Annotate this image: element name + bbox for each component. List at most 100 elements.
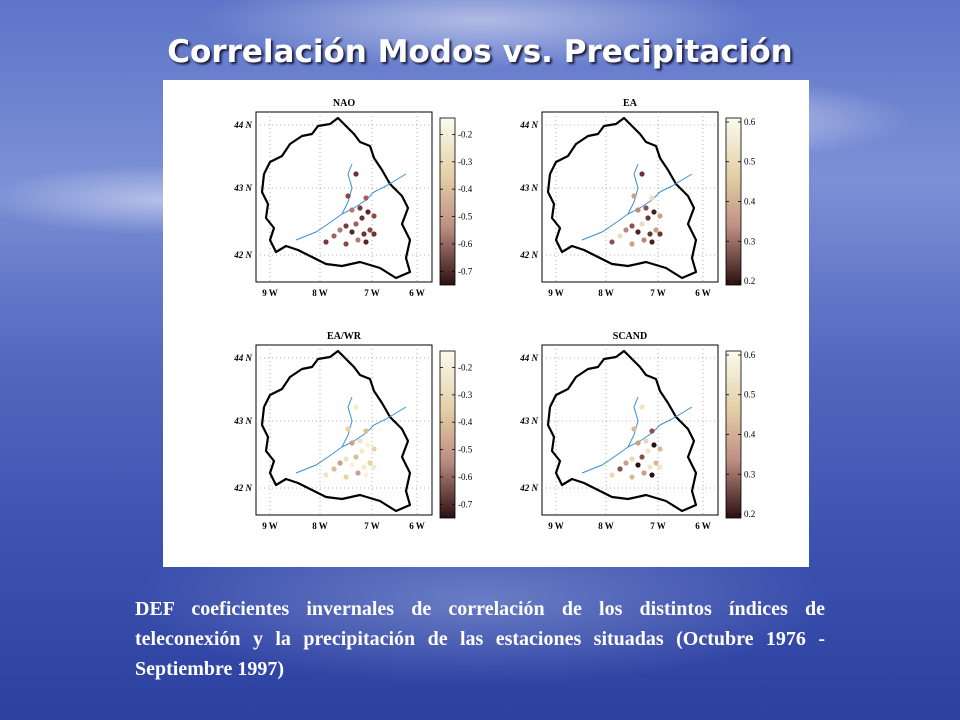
station <box>365 442 371 448</box>
colorbar-tick-label: -0.4 <box>458 184 473 194</box>
station <box>657 231 663 237</box>
station <box>355 470 361 476</box>
colorbar-tick-label: 0.2 <box>744 276 755 286</box>
station <box>639 404 645 410</box>
station <box>359 448 365 454</box>
station <box>617 466 623 472</box>
river <box>341 396 353 448</box>
colorbar-tick-label: 0.5 <box>744 157 756 167</box>
station <box>357 205 363 211</box>
station <box>609 239 615 245</box>
panel-title: SCAND <box>613 331 647 342</box>
river <box>373 173 407 193</box>
station <box>367 460 373 466</box>
station <box>635 462 641 468</box>
station <box>641 470 647 476</box>
station <box>657 213 663 219</box>
station <box>371 231 377 237</box>
panel-title: NAO <box>333 98 355 109</box>
colorbar-tick-label: 0.3 <box>744 236 756 246</box>
station <box>649 239 655 245</box>
station <box>649 195 655 201</box>
colorbar-tick-label: -0.6 <box>458 472 473 482</box>
colorbar-tick-label: -0.3 <box>458 390 473 400</box>
colorbar-tick-label: -0.3 <box>458 157 473 167</box>
station <box>323 239 329 245</box>
station <box>349 207 355 213</box>
lat-label: 43 N <box>233 416 252 426</box>
station <box>361 464 367 470</box>
station <box>353 221 359 227</box>
panel-title: EA <box>623 98 638 109</box>
station <box>649 472 655 478</box>
lon-label: 6 W <box>409 521 425 531</box>
station <box>365 209 371 215</box>
lon-label: 8 W <box>598 288 614 298</box>
station <box>371 213 377 219</box>
river <box>627 396 639 448</box>
station <box>649 428 655 434</box>
station <box>623 460 629 466</box>
station <box>361 231 367 237</box>
station <box>645 448 651 454</box>
colorbar-tick-label: -0.5 <box>458 212 473 222</box>
station <box>353 171 359 177</box>
panel-title: EA/WR <box>327 331 362 342</box>
lat-label: 44 N <box>233 353 252 363</box>
station <box>645 215 651 221</box>
station <box>641 237 647 243</box>
station <box>343 223 349 229</box>
lon-label: 7 W <box>650 521 666 531</box>
station <box>353 404 359 410</box>
river <box>627 163 639 215</box>
coastline <box>546 349 698 513</box>
station <box>343 456 349 462</box>
colorbar-tick-label: -0.2 <box>458 129 472 139</box>
colorbar-tick-label: -0.4 <box>458 417 473 427</box>
river <box>659 406 693 426</box>
station <box>337 460 343 466</box>
station <box>617 233 623 239</box>
station <box>639 454 645 460</box>
lat-label: 43 N <box>519 416 538 426</box>
lon-label: 6 W <box>695 288 711 298</box>
colorbar-tick-label: -0.6 <box>458 239 473 249</box>
station <box>337 227 343 233</box>
colorbar-tick-label: -0.5 <box>458 445 473 455</box>
station <box>323 472 329 478</box>
colorbar-tick-label: 0.5 <box>744 390 756 400</box>
station <box>629 474 635 480</box>
station <box>639 171 645 177</box>
station <box>343 474 349 480</box>
lat-label: 44 N <box>519 120 538 130</box>
station <box>357 438 363 444</box>
lon-label: 8 W <box>312 288 328 298</box>
station <box>635 207 641 213</box>
station <box>653 227 659 233</box>
colorbar-tick-label: 0.3 <box>744 469 756 479</box>
lat-label: 42 N <box>519 483 538 493</box>
caption: DEF coeficientes invernales de correlaci… <box>135 598 825 680</box>
lat-label: 42 N <box>233 483 252 493</box>
station <box>359 215 365 221</box>
coastline <box>260 349 412 513</box>
colorbar <box>439 117 456 286</box>
lat-label: 42 N <box>519 250 538 260</box>
station <box>355 237 361 243</box>
river <box>341 163 353 215</box>
river <box>373 406 407 426</box>
station <box>639 221 645 227</box>
lon-label: 6 W <box>409 288 425 298</box>
station <box>647 231 653 237</box>
station <box>643 205 649 211</box>
colorbar-tick-label: 0.2 <box>744 509 755 519</box>
river <box>659 173 693 193</box>
station <box>371 464 377 470</box>
station <box>349 440 355 446</box>
station <box>353 454 359 460</box>
colorbar <box>439 350 456 519</box>
colorbar-tick-label: -0.7 <box>458 266 473 276</box>
lat-label: 44 N <box>233 120 252 130</box>
station <box>651 209 657 215</box>
station <box>363 239 369 245</box>
